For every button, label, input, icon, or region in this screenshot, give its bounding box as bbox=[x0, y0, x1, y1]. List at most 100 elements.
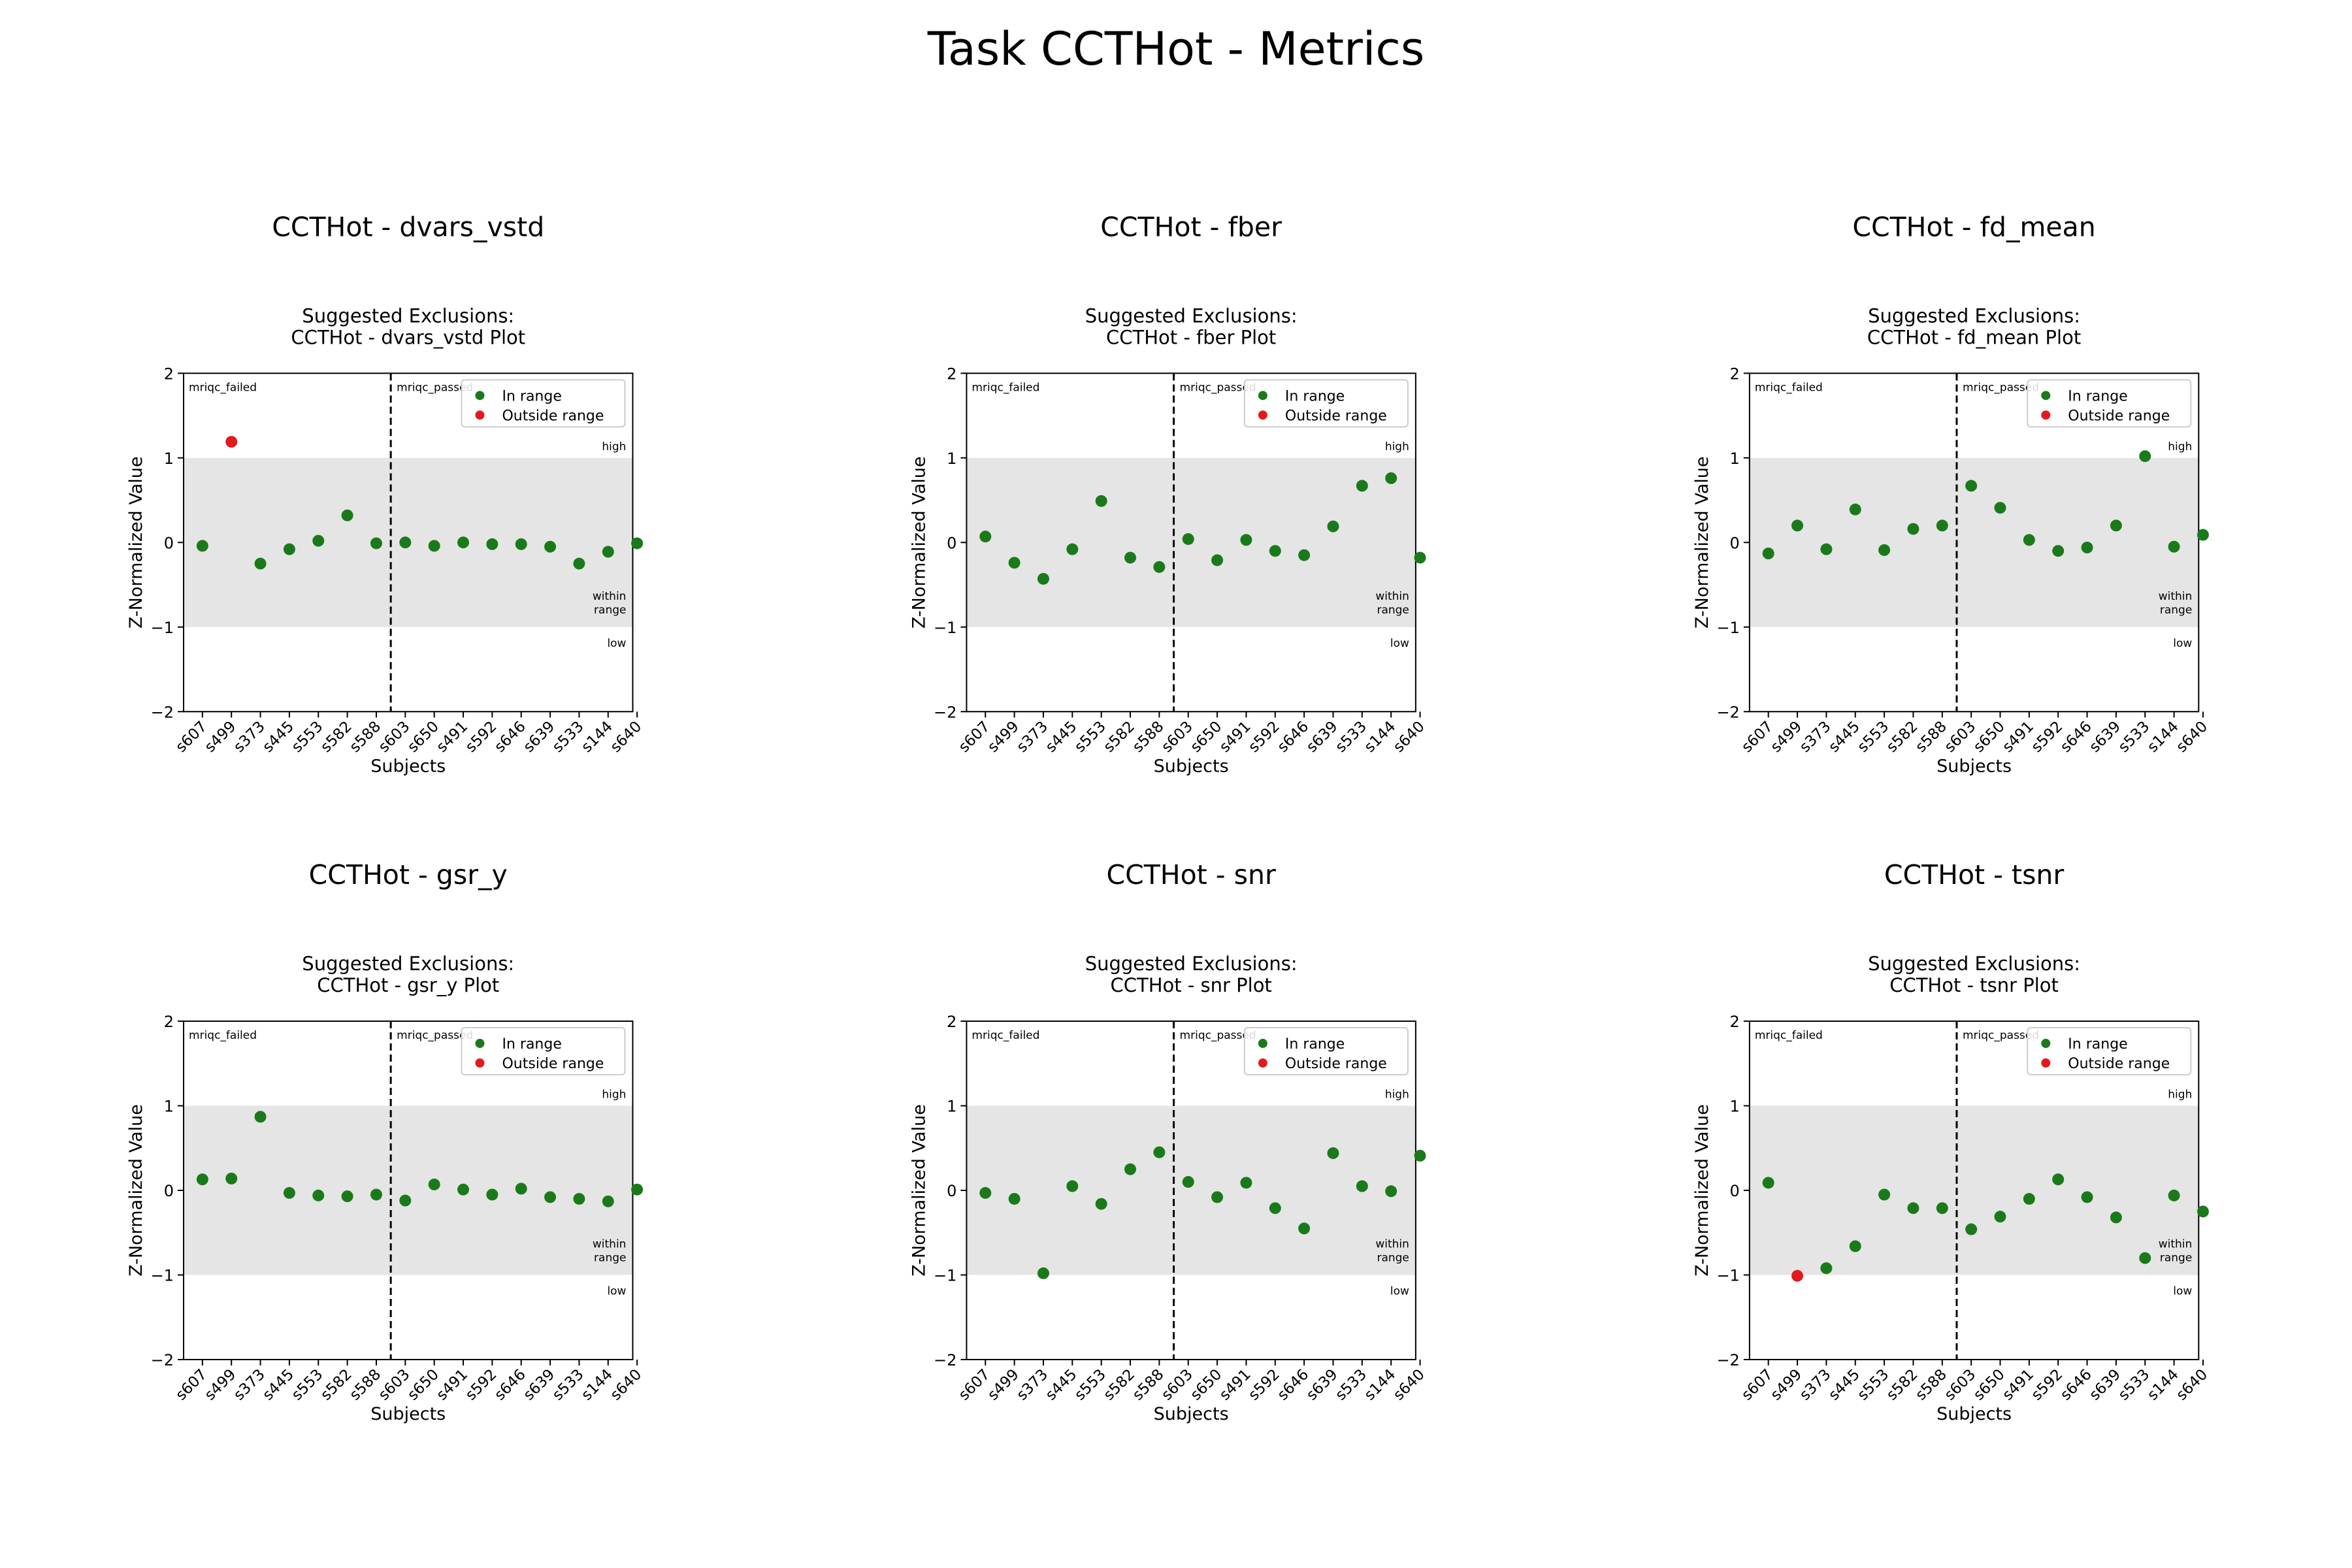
data-point-s607 bbox=[1762, 547, 1774, 560]
band-label-within: within bbox=[1375, 1237, 1409, 1250]
x-tick-label: s588 bbox=[1130, 718, 1168, 756]
subplot-subtitle-line: Suggested Exclusions: bbox=[1868, 953, 2080, 975]
data-point-s533 bbox=[2139, 1252, 2151, 1264]
legend-marker-outside-range bbox=[475, 410, 485, 420]
data-point-s582 bbox=[1907, 523, 1919, 535]
data-point-s491 bbox=[457, 536, 470, 549]
y-tick-label: −1 bbox=[934, 1266, 956, 1284]
y-tick-label: −2 bbox=[151, 1351, 174, 1369]
band-label-within: range bbox=[1377, 1251, 1409, 1264]
data-point-s603 bbox=[1965, 480, 1978, 492]
y-tick-label: −2 bbox=[1716, 703, 1739, 721]
data-point-s499 bbox=[225, 436, 238, 448]
legend-label-outside-range: Outside range bbox=[1285, 408, 1387, 424]
data-point-s144 bbox=[602, 1195, 614, 1207]
subplot-2: CCTHot - fber Suggested Exclusions:CCTHot… bbox=[909, 211, 1428, 776]
x-tick-label: s499 bbox=[202, 1366, 240, 1404]
data-point-s607 bbox=[1762, 1177, 1774, 1189]
legend-marker-in-range bbox=[475, 1039, 485, 1049]
y-tick-label: 2 bbox=[1730, 1013, 1740, 1031]
band-label-low: low bbox=[1390, 637, 1409, 650]
x-tick-label: s553 bbox=[1071, 718, 1109, 756]
y-tick-label: 2 bbox=[164, 365, 174, 383]
subplot-subtitle-line: CCTHot - dvars_vstd Plot bbox=[291, 326, 525, 348]
data-point-s650 bbox=[428, 1178, 440, 1190]
data-point-s445 bbox=[1849, 503, 1861, 515]
legend-label-in-range: In range bbox=[502, 388, 561, 404]
data-point-s445 bbox=[1066, 543, 1079, 555]
data-point-s491 bbox=[457, 1183, 470, 1196]
data-point-s640 bbox=[631, 1183, 644, 1196]
x-tick-label: s553 bbox=[1854, 718, 1892, 756]
x-tick-label: s445 bbox=[1043, 718, 1081, 756]
data-point-s533 bbox=[573, 557, 585, 570]
data-point-s373 bbox=[254, 1111, 267, 1123]
data-point-s588 bbox=[1936, 1202, 1948, 1215]
band-label-low: low bbox=[1390, 1284, 1409, 1298]
x-tick-label: s588 bbox=[1912, 718, 1950, 756]
subplot-title: CCTHot - fd_mean bbox=[1852, 211, 2095, 242]
x-tick-label: s588 bbox=[346, 1366, 384, 1404]
x-tick-label: s603 bbox=[376, 718, 414, 756]
within-range-band bbox=[966, 1105, 1416, 1275]
band-label-within: range bbox=[594, 1251, 626, 1264]
data-point-s646 bbox=[1298, 1222, 1311, 1235]
data-point-s533 bbox=[1356, 480, 1368, 492]
band-label-within: range bbox=[2160, 1251, 2192, 1264]
data-point-s491 bbox=[2023, 1192, 2035, 1205]
x-tick-label: s582 bbox=[1100, 1366, 1138, 1404]
band-label-within: within bbox=[1375, 590, 1409, 603]
x-tick-label: s592 bbox=[1245, 1366, 1283, 1404]
subplot-subtitle-line: Suggested Exclusions: bbox=[1085, 953, 1298, 975]
x-tick-label: s533 bbox=[2115, 718, 2153, 756]
x-tick-label: s491 bbox=[433, 1366, 471, 1404]
data-point-s639 bbox=[2110, 1211, 2122, 1224]
data-point-s499 bbox=[1791, 1269, 1804, 1282]
data-point-s639 bbox=[2110, 519, 2122, 532]
x-tick-label: s499 bbox=[1767, 1366, 1805, 1404]
x-tick-label: s603 bbox=[376, 1366, 414, 1404]
band-label-high: high bbox=[2168, 1088, 2192, 1102]
x-tick-label: s144 bbox=[2144, 718, 2182, 756]
x-tick-label: s592 bbox=[1245, 718, 1283, 756]
data-point-s553 bbox=[1095, 495, 1107, 507]
data-point-s582 bbox=[341, 1190, 353, 1203]
data-point-s646 bbox=[1298, 549, 1311, 561]
x-tick-label: s553 bbox=[1854, 1366, 1892, 1404]
y-tick-label: 0 bbox=[947, 534, 956, 552]
x-tick-label: s603 bbox=[1158, 1366, 1196, 1404]
band-label-within: within bbox=[593, 590, 627, 603]
data-point-s603 bbox=[1182, 533, 1194, 546]
subplot-title: CCTHot - tsnr bbox=[1884, 859, 2065, 890]
legend-box bbox=[461, 379, 626, 428]
band-label-within: range bbox=[1377, 604, 1409, 617]
x-tick-label: s640 bbox=[2173, 1366, 2211, 1404]
subplot-title: CCTHot - fber bbox=[1100, 211, 1282, 242]
legend-marker-outside-range bbox=[475, 1058, 485, 1068]
band-label-high: high bbox=[602, 1088, 626, 1102]
x-tick-label: s144 bbox=[578, 1366, 616, 1404]
data-point-s650 bbox=[1994, 502, 2006, 514]
x-tick-label: s588 bbox=[346, 718, 384, 756]
subplot-subtitle-line: Suggested Exclusions: bbox=[1868, 304, 2080, 327]
band-label-within: within bbox=[2159, 1237, 2193, 1250]
group-label-failed: mriqc_failed bbox=[972, 1029, 1039, 1042]
data-point-s639 bbox=[544, 1191, 557, 1203]
data-point-s144 bbox=[602, 546, 614, 558]
x-tick-label: s533 bbox=[2115, 1366, 2153, 1404]
data-point-s592 bbox=[1269, 545, 1281, 557]
x-tick-label: s640 bbox=[1390, 718, 1428, 756]
x-tick-label: s499 bbox=[1767, 718, 1805, 756]
subplot-subtitle-line: Suggested Exclusions: bbox=[1085, 304, 1298, 327]
data-point-s640 bbox=[2197, 529, 2209, 541]
figure-title: Task CCTHot - Metrics bbox=[927, 22, 1425, 76]
data-point-s592 bbox=[486, 538, 498, 550]
y-tick-label: 1 bbox=[1730, 449, 1740, 468]
x-tick-label: s373 bbox=[231, 718, 269, 756]
data-point-s588 bbox=[1153, 561, 1166, 573]
subplot-subtitle-line: CCTHot - fd_mean Plot bbox=[1867, 326, 2081, 348]
data-point-s639 bbox=[544, 540, 557, 553]
legend-marker-outside-range bbox=[2041, 1058, 2051, 1068]
legend-box bbox=[1243, 379, 1409, 428]
subplot-subtitle-line: CCTHot - tsnr Plot bbox=[1889, 974, 2059, 996]
